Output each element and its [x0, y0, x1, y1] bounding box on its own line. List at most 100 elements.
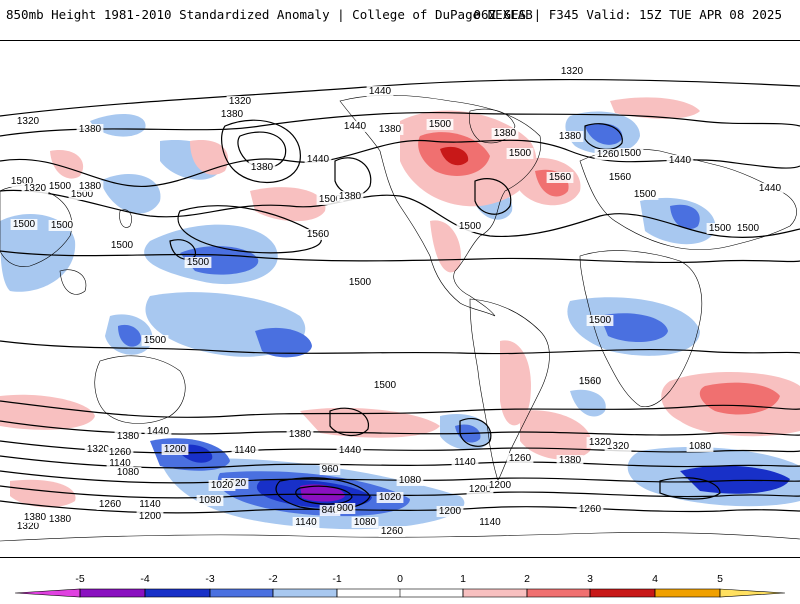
- contour-label: 1320: [87, 444, 110, 455]
- contour-label-bg: [466, 484, 494, 495]
- contour-1500-low-ind: [169, 239, 196, 260]
- header: 850mb Height 1981-2010 Standardized Anom…: [0, 0, 800, 40]
- contour-label: 1320: [561, 66, 584, 77]
- contour-label-bg: [231, 445, 259, 456]
- contour-label-bg: [208, 480, 236, 491]
- contour-label: 1560: [549, 172, 572, 183]
- colorbar-tick-label: 3: [587, 573, 593, 585]
- contour-label-bg: [616, 148, 644, 159]
- colorbar-tick-label: -4: [140, 573, 149, 585]
- contour-label: 1500: [709, 223, 732, 234]
- colorbar-tick-label: 5: [717, 573, 723, 585]
- contour-label: 1320: [17, 116, 40, 127]
- contour-label-bg: [586, 315, 614, 326]
- colorbar-tick-label: -3: [205, 573, 214, 585]
- contour-label: 1020: [379, 492, 402, 503]
- contour-label: 1500: [509, 148, 532, 159]
- contour-label: 1200: [469, 484, 492, 495]
- contour-label: 1380: [339, 191, 362, 202]
- colorbar-tick-label: 4: [652, 573, 658, 585]
- contour-label: 1260: [597, 149, 620, 160]
- contour-label: 1260: [99, 499, 122, 510]
- coast-europe: [579, 148, 797, 251]
- anomaly-neg-west: [0, 213, 76, 292]
- contour-label: 1140: [109, 458, 131, 469]
- anomaly-neg-atl-core: [585, 123, 623, 145]
- contour-label-bg: [734, 223, 762, 234]
- colorbar-segment: [654, 588, 721, 598]
- colorbar-segment: [462, 588, 528, 598]
- contour-label: 1380: [24, 512, 47, 523]
- colorbar-segment: [209, 588, 274, 598]
- contour-label-bg: [68, 189, 96, 200]
- contour-label-bg: [556, 131, 584, 142]
- contour-label: 1080: [689, 441, 712, 452]
- contour-label: 1500: [71, 189, 94, 200]
- contour-label: 1560: [307, 229, 330, 240]
- contour-label: 1320: [607, 441, 630, 452]
- contour-label: 960: [322, 464, 339, 475]
- contour-1500-low-na: [474, 178, 512, 215]
- contour-label-bg: [756, 183, 784, 194]
- colorbar-tick-label: -5: [75, 573, 84, 585]
- contour-label: 1380: [79, 124, 102, 135]
- colorbar-tick-label: -1: [332, 573, 341, 585]
- contour-1320-north: [0, 78, 800, 117]
- anomaly-pos-south-sw: [10, 479, 76, 508]
- colorbar-segment: [79, 588, 146, 598]
- contour-label-bg: [46, 514, 74, 525]
- contour-label: 1200: [164, 444, 187, 455]
- contour-label-bg: [376, 124, 404, 135]
- contour-label-bg: [336, 445, 364, 456]
- contour-label-bg: [48, 220, 76, 231]
- anomaly-neg-southern-core3: [300, 484, 345, 502]
- contour-label: 1440: [307, 154, 330, 165]
- contour-label-bg: [218, 109, 246, 120]
- anomaly-neg-africa-core: [600, 313, 668, 343]
- contour-1200-south: [0, 470, 800, 484]
- contour-label-bg: [316, 194, 344, 205]
- contour-label-bg: [631, 189, 659, 200]
- contour-label: 1500: [51, 220, 74, 231]
- colorbar-tick-label: -2: [268, 573, 277, 585]
- contour-label-bg: [248, 162, 276, 173]
- contour-label-bg: [76, 124, 104, 135]
- contour-label-bg: [451, 457, 479, 468]
- colorbar-ticks: -5 -4 -3 -2 -1 0 1 2 3 4 5: [75, 573, 723, 585]
- contour-label: 900: [337, 503, 354, 514]
- coast-samerica: [469, 298, 550, 482]
- contour-label-bg: [161, 444, 189, 455]
- coast-antarctica: [0, 532, 800, 542]
- contour-label-bg: [576, 504, 604, 515]
- coast-africa: [579, 250, 703, 408]
- contour-label-bg: [341, 121, 369, 132]
- contour-label: 840: [322, 505, 339, 516]
- contour-label-bg: [141, 335, 169, 346]
- coastlines: [0, 94, 800, 542]
- contour-1140-south: [0, 485, 800, 499]
- anomaly-neg-sp-core: [255, 327, 312, 358]
- coast-japan: [119, 209, 132, 228]
- contour-label-bg: [136, 499, 164, 510]
- contour-label: 1320: [17, 521, 40, 532]
- contour-label: 1080: [117, 467, 140, 478]
- anomaly-pos-mexico: [430, 220, 461, 273]
- contour-1500-tropic: [0, 250, 800, 264]
- contour-label: 1200: [489, 480, 512, 491]
- anomaly-neg-nw: [90, 114, 146, 137]
- contour-1260-low-so: [459, 418, 492, 447]
- anomaly-shading: [0, 97, 800, 530]
- contour-label-bg: [96, 499, 124, 510]
- anomaly-pos-samerica: [500, 340, 531, 426]
- contour-label-bg: [686, 441, 714, 452]
- contour-label: 1380: [559, 455, 582, 466]
- contour-1080-se: [659, 477, 721, 500]
- contour-label-bg: [84, 444, 112, 455]
- colorbar: -5 -4 -3 -2 -1 0 1 2 3 4 5: [0, 568, 800, 600]
- anomaly-pos-canada-max: [440, 146, 469, 166]
- contour-label-bg: [606, 172, 634, 183]
- contour-label: 1500: [737, 223, 760, 234]
- anomaly-neg-se-atl: [570, 389, 606, 417]
